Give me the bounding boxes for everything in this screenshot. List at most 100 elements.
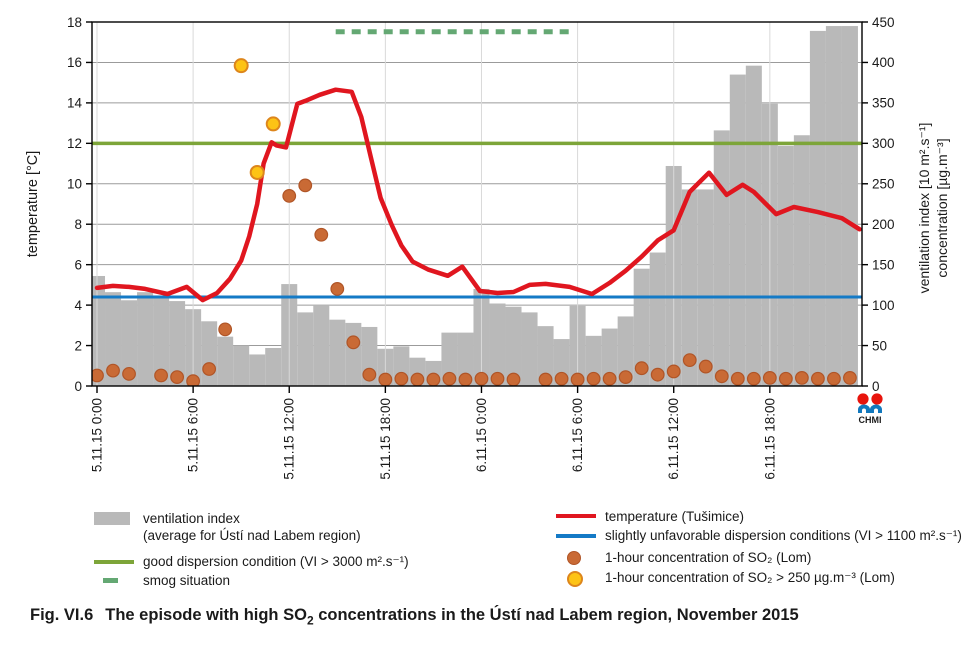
legend-item: 1-hour concentration of SO₂ > 250 µg.m⁻³… bbox=[556, 569, 976, 587]
so2-yellow-dot bbox=[249, 164, 265, 180]
x-tick-label: 6.11.15 6:00 bbox=[570, 398, 585, 472]
logo-sun-left-icon bbox=[857, 393, 869, 405]
so2-orange-dot bbox=[778, 371, 793, 386]
ventilation-index-swatch-icon bbox=[94, 512, 130, 525]
legend-swatch bbox=[94, 553, 134, 570]
so2-orange-dot bbox=[202, 362, 217, 376]
svg-text:250: 250 bbox=[872, 177, 895, 192]
ventilation-bar bbox=[92, 275, 106, 386]
so2-orange-dot bbox=[186, 374, 201, 386]
so2-orange-dot bbox=[314, 227, 329, 242]
ventilation-bar bbox=[681, 189, 698, 386]
vertical-gridlines bbox=[96, 22, 771, 386]
so2-orange-dot bbox=[474, 371, 489, 386]
ventilation-bar bbox=[105, 292, 122, 386]
so2-orange-dot bbox=[218, 322, 233, 337]
legend-swatch bbox=[556, 549, 596, 566]
svg-text:0: 0 bbox=[74, 379, 82, 394]
x-tick-label: 6.11.15 18:00 bbox=[762, 398, 777, 480]
so2-orange-dot bbox=[650, 367, 665, 382]
ventilation-bar bbox=[601, 328, 618, 386]
ventilation-bar bbox=[153, 295, 170, 386]
ventilation-bar bbox=[329, 319, 346, 386]
x-tick-label: 5.11.15 18:00 bbox=[378, 398, 393, 480]
so2-orange-dot bbox=[410, 372, 425, 386]
legend-item: smog situation bbox=[94, 572, 514, 589]
so2-orange-dot bbox=[827, 371, 841, 386]
legend-label: ventilation index (average for Ústí nad L… bbox=[143, 511, 361, 543]
ventilation-bar bbox=[313, 305, 330, 386]
ventilation-bar bbox=[841, 26, 858, 386]
so2-yellow-dot bbox=[233, 58, 249, 74]
so2-orange-dot-icon bbox=[567, 551, 581, 565]
plot-frame bbox=[91, 21, 863, 387]
so2-orange-dot bbox=[394, 371, 409, 386]
so2-orange-dot bbox=[746, 371, 761, 386]
left-axis-title: temperature [°C] bbox=[25, 151, 41, 258]
logo-wave-icon bbox=[858, 404, 882, 413]
so2-orange-dot bbox=[346, 335, 361, 350]
temperature-line bbox=[94, 87, 862, 303]
legend-label: slightly unfavorable dispersion conditio… bbox=[605, 528, 962, 543]
svg-text:18: 18 bbox=[67, 15, 82, 30]
x-tick-label: 5.11.15 12:00 bbox=[282, 398, 297, 480]
svg-text:4: 4 bbox=[74, 298, 82, 313]
so2-orange-dot bbox=[106, 363, 120, 378]
caption-text-after: concentrations in the Ústí nad Labem reg… bbox=[313, 606, 799, 624]
legend-item: ventilation index (average for Ústí nad L… bbox=[94, 510, 514, 544]
so2-orange-dot bbox=[698, 359, 713, 374]
svg-text:350: 350 bbox=[872, 96, 895, 111]
ventilation-bar bbox=[345, 322, 362, 386]
so2-orange-dot bbox=[426, 372, 441, 386]
legend-label: smog situation bbox=[143, 573, 231, 588]
so2-orange-dot bbox=[634, 361, 649, 376]
so2-orange-dot bbox=[570, 372, 585, 386]
svg-text:6: 6 bbox=[74, 257, 82, 272]
so2-orange-dot bbox=[602, 371, 617, 386]
ventilation-bar bbox=[713, 130, 730, 386]
legend-column-left: ventilation index (average for Ústí nad L… bbox=[94, 510, 514, 591]
so2-orange-dot bbox=[330, 282, 345, 296]
svg-text:2: 2 bbox=[74, 338, 82, 353]
legend-label: good dispersion condition (VI > 3000 m².… bbox=[143, 554, 409, 569]
x-tick-label: 6.11.15 12:00 bbox=[666, 398, 681, 480]
ventilation-bar bbox=[249, 354, 266, 386]
good-dispersion-line-icon bbox=[94, 560, 134, 564]
svg-text:8: 8 bbox=[74, 217, 82, 232]
chart-canvas: 0 2 4 6 8 10 12 14 16 18 0 50 100 150 200 250 300 350 400 4… bbox=[25, 15, 950, 480]
legend-label: temperature (Tušimice) bbox=[605, 509, 745, 524]
legend-swatch bbox=[94, 510, 134, 527]
svg-text:16: 16 bbox=[67, 55, 82, 70]
y-axis-right: 0 50 100 150 200 250 300 350 400 450 bbox=[862, 15, 895, 394]
ventilation-bar bbox=[825, 26, 842, 386]
so2-orange-dot bbox=[538, 372, 553, 386]
so2-orange-dot bbox=[586, 371, 601, 386]
so2-orange-dot bbox=[666, 364, 681, 379]
ventilation-bar bbox=[457, 332, 474, 386]
x-axis: 5.11.15 0:00 5.11.15 6:00 5.11.15 12:00 5.1… bbox=[90, 386, 777, 480]
so2-orange-dot bbox=[122, 366, 136, 381]
legend-swatch bbox=[556, 527, 596, 544]
ventilation-bar bbox=[265, 347, 282, 386]
ventilation-bar bbox=[217, 336, 234, 386]
x-tick-label: 5.11.15 6:00 bbox=[186, 398, 201, 472]
ventilation-bar bbox=[233, 345, 250, 386]
so2-orange-dot bbox=[458, 372, 473, 386]
smog-situation-dash-icon bbox=[103, 578, 118, 583]
ventilation-bar bbox=[297, 312, 314, 386]
svg-text:14: 14 bbox=[67, 96, 83, 111]
y-axis-left: 0 2 4 6 8 10 12 14 16 18 bbox=[67, 15, 92, 394]
so2-orange-dot bbox=[378, 372, 393, 386]
so2-orange-dot bbox=[154, 368, 168, 383]
legend-item: good dispersion condition (VI > 3000 m².… bbox=[94, 553, 514, 570]
ventilation-bar bbox=[745, 65, 762, 386]
ventilation-bar bbox=[809, 30, 826, 386]
right-axis-title-2: concentration [µg.m⁻³] bbox=[934, 138, 950, 277]
legend-item: 1-hour concentration of SO₂ (Lom) bbox=[556, 549, 976, 566]
temperature-line-icon bbox=[556, 514, 596, 518]
so2-yellow-dots bbox=[233, 58, 281, 180]
legend-swatch bbox=[94, 572, 134, 589]
svg-text:200: 200 bbox=[872, 217, 895, 232]
ventilation-bar bbox=[793, 135, 810, 386]
